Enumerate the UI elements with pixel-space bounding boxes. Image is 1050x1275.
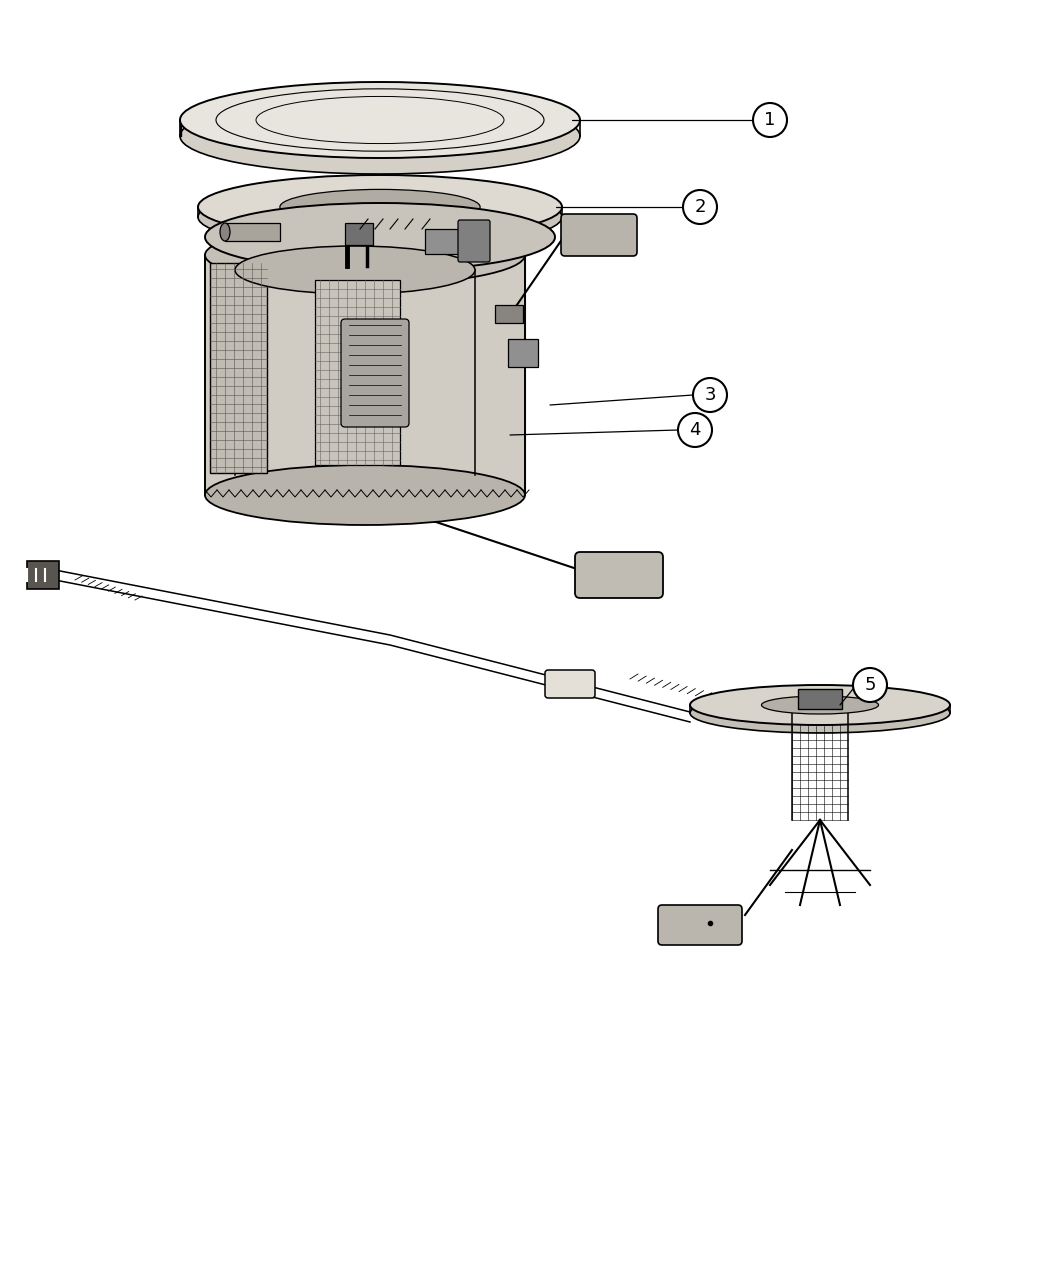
Ellipse shape — [205, 224, 525, 286]
FancyBboxPatch shape — [341, 319, 410, 427]
FancyBboxPatch shape — [458, 221, 490, 261]
Ellipse shape — [761, 696, 879, 714]
Bar — [345, 223, 373, 245]
Text: 2: 2 — [694, 198, 706, 215]
Text: 5: 5 — [864, 676, 876, 694]
Ellipse shape — [205, 465, 525, 525]
Bar — [315, 280, 400, 465]
Ellipse shape — [220, 223, 230, 241]
Text: 4: 4 — [689, 421, 700, 439]
FancyBboxPatch shape — [658, 905, 742, 945]
FancyBboxPatch shape — [545, 669, 595, 697]
FancyBboxPatch shape — [575, 552, 663, 598]
Bar — [495, 305, 523, 323]
Ellipse shape — [180, 98, 580, 173]
Ellipse shape — [235, 246, 475, 295]
Circle shape — [753, 103, 788, 136]
Text: 3: 3 — [705, 386, 716, 404]
Polygon shape — [205, 255, 525, 495]
Ellipse shape — [205, 203, 555, 272]
Bar — [225, 223, 280, 241]
Ellipse shape — [690, 694, 950, 733]
Circle shape — [853, 668, 887, 703]
Bar — [425, 230, 480, 254]
Circle shape — [682, 190, 717, 224]
Ellipse shape — [280, 190, 480, 224]
Text: 1: 1 — [764, 111, 776, 129]
FancyBboxPatch shape — [561, 214, 637, 256]
Ellipse shape — [180, 82, 580, 158]
Bar — [210, 263, 267, 473]
Circle shape — [678, 413, 712, 448]
Bar — [27, 561, 59, 589]
Ellipse shape — [198, 185, 562, 249]
Bar — [508, 339, 538, 367]
Ellipse shape — [198, 175, 562, 238]
Circle shape — [693, 377, 727, 412]
Ellipse shape — [690, 685, 950, 725]
Bar — [798, 688, 842, 709]
